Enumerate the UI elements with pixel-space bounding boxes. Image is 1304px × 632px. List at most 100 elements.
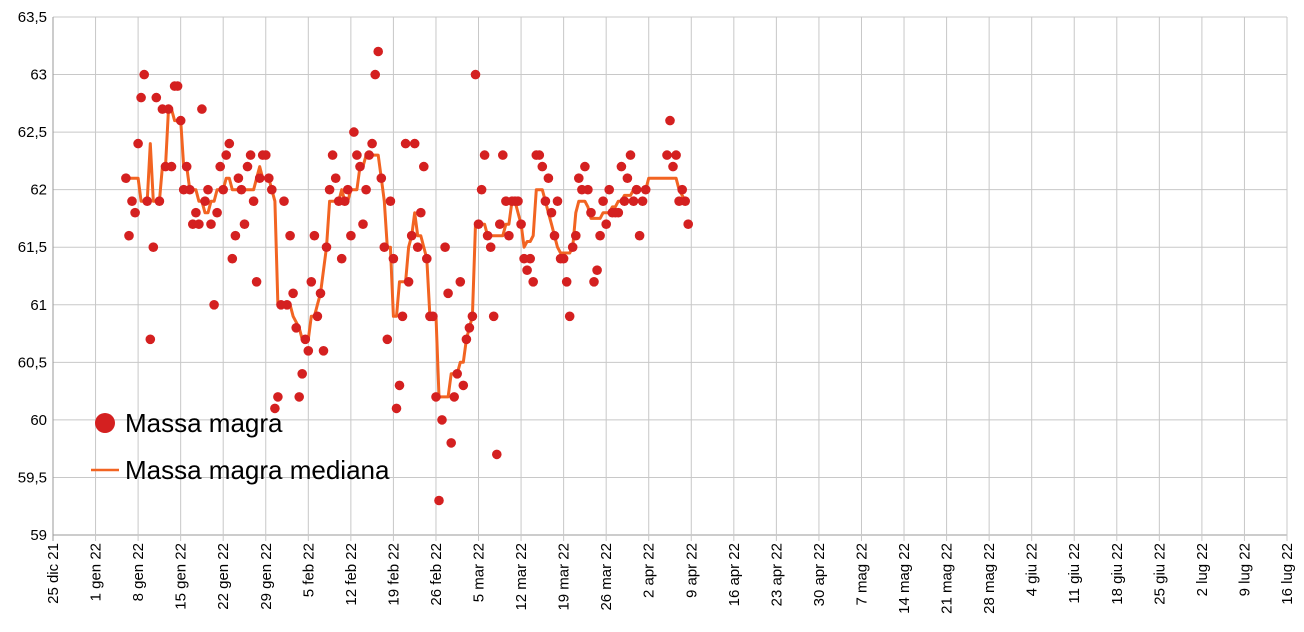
data-point (595, 230, 605, 241)
data-point (516, 219, 526, 229)
data-point (461, 334, 472, 345)
data-point (549, 230, 560, 241)
data-point (346, 230, 356, 241)
data-point (309, 230, 320, 241)
x-tick-label: 21 mag 22 (939, 543, 956, 614)
data-point (282, 300, 292, 310)
data-point (622, 173, 633, 183)
data-point (525, 253, 535, 264)
data-point (136, 92, 146, 103)
data-point (127, 196, 137, 206)
scatter-series (121, 46, 693, 506)
x-tick-label: 23 apr 22 (768, 543, 785, 606)
data-point (172, 81, 183, 91)
data-point (522, 265, 532, 276)
data-point (619, 196, 630, 206)
x-tick-label: 9 apr 22 (683, 543, 700, 598)
data-point (330, 173, 341, 183)
data-point (303, 346, 314, 356)
data-point (583, 184, 593, 195)
data-point (571, 230, 581, 241)
y-tick-label: 60 (30, 412, 47, 429)
data-point (340, 196, 350, 206)
x-tick-label: 5 feb 22 (300, 543, 317, 597)
data-point (306, 277, 317, 287)
x-tick-label: 11 giu 22 (1066, 543, 1083, 604)
x-tick-label: 16 lug 22 (1279, 543, 1296, 605)
legend: Massa magra Massa magra mediana (91, 408, 390, 485)
data-point (139, 69, 149, 80)
x-tick-label: 2 apr 22 (641, 543, 658, 598)
data-point (312, 311, 323, 322)
data-point (349, 127, 359, 137)
data-point (470, 69, 481, 80)
data-point (592, 265, 602, 276)
data-point (264, 173, 274, 183)
data-point (391, 403, 402, 414)
data-point (416, 207, 426, 218)
data-point (209, 300, 219, 310)
data-point (382, 334, 393, 345)
data-point (537, 161, 548, 172)
data-point (428, 311, 438, 322)
legend-label-massa-magra-mediana: Massa magra mediana (125, 455, 390, 485)
data-point (273, 392, 283, 402)
x-tick-label: 8 gen 22 (130, 543, 147, 601)
data-point (598, 196, 608, 206)
data-point (121, 173, 131, 183)
data-point (552, 196, 563, 206)
data-point (254, 173, 265, 183)
data-point (236, 184, 247, 195)
data-point (443, 288, 453, 299)
data-point (482, 230, 493, 241)
x-tick-label: 29 gen 22 (258, 543, 275, 610)
data-point (239, 219, 250, 229)
data-point (358, 219, 368, 229)
data-point (315, 288, 326, 299)
data-point (455, 277, 466, 287)
data-point (251, 277, 262, 287)
x-tick-label: 30 apr 22 (811, 543, 828, 606)
x-tick-label: 12 feb 22 (343, 543, 360, 606)
data-point (373, 46, 384, 57)
data-point (388, 253, 399, 264)
data-point (671, 150, 681, 160)
data-point (419, 161, 429, 172)
data-point (485, 242, 496, 252)
data-point (495, 219, 505, 229)
data-point (616, 161, 627, 172)
legend-label-massa-magra: Massa magra (125, 408, 283, 438)
data-point (586, 207, 596, 218)
data-point (412, 242, 423, 252)
data-point (318, 346, 329, 356)
data-point (163, 104, 174, 114)
data-point (376, 173, 387, 183)
data-point (224, 138, 235, 149)
data-point (267, 184, 277, 195)
data-point (476, 184, 487, 195)
x-tick-label: 18 giu 22 (1109, 543, 1126, 605)
data-point (601, 219, 611, 229)
data-point (498, 150, 508, 160)
data-point (279, 196, 289, 206)
y-tick-label: 62,5 (18, 124, 47, 141)
x-tick-label: 12 mar 22 (513, 543, 530, 611)
data-point (191, 207, 201, 218)
data-point (352, 150, 362, 160)
median-series (125, 107, 687, 399)
data-point (604, 184, 614, 195)
data-point (613, 207, 624, 218)
y-tick-label: 63,5 (18, 9, 47, 26)
x-tick-label: 7 mag 22 (853, 543, 870, 606)
data-point (385, 196, 396, 206)
data-point (637, 196, 648, 206)
data-point (203, 184, 213, 195)
x-tick-label: 25 giu 22 (1151, 543, 1168, 605)
y-tick-label: 61,5 (18, 239, 47, 256)
data-point (464, 323, 475, 333)
x-tick-label: 19 feb 22 (385, 543, 402, 606)
data-point (574, 173, 584, 183)
data-point (166, 161, 177, 172)
data-point (564, 311, 575, 322)
